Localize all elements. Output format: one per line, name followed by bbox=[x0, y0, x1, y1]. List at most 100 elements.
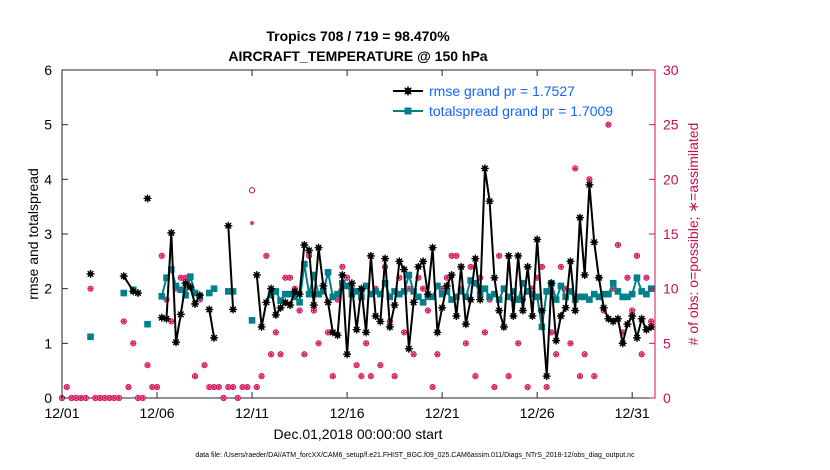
x-tick-label: 12/01 bbox=[44, 405, 79, 421]
totalspread-point bbox=[405, 271, 413, 279]
y2-tick-label: 30 bbox=[663, 62, 679, 78]
rmse-point bbox=[480, 164, 489, 173]
obs-assimilated-marker bbox=[240, 384, 245, 390]
obs-assimilated-marker bbox=[249, 220, 255, 226]
rmse-point bbox=[613, 314, 622, 323]
totalspread-point bbox=[514, 296, 522, 303]
obs-assimilated-marker bbox=[625, 275, 630, 281]
obs-possible-marker bbox=[424, 307, 431, 314]
totalspread-point bbox=[386, 293, 394, 301]
obs-assimilated-marker bbox=[587, 176, 592, 182]
rmse-point bbox=[461, 320, 470, 329]
obs-possible-marker bbox=[158, 252, 165, 259]
obs-possible-marker bbox=[467, 263, 474, 270]
rmse-point bbox=[632, 333, 641, 342]
rmse-point bbox=[162, 314, 171, 323]
obs-possible-marker bbox=[614, 241, 622, 249]
legend-box bbox=[388, 81, 650, 121]
obs-assimilated-marker bbox=[121, 319, 127, 324]
obs-assimilated-marker bbox=[634, 253, 640, 259]
totalspread-point bbox=[362, 282, 370, 290]
rmse-point bbox=[404, 344, 413, 353]
rmse-point bbox=[333, 331, 342, 340]
rmse-point bbox=[181, 279, 190, 288]
totalspread-point bbox=[576, 293, 584, 301]
totalspread-point bbox=[524, 288, 531, 295]
rmse-point bbox=[205, 305, 214, 314]
totalspread-point bbox=[410, 288, 417, 295]
obs-assimilated-marker bbox=[107, 395, 112, 401]
obs-assimilated-marker bbox=[282, 275, 288, 281]
legend: rmse grand pr = 1.7527 totalspread grand… bbox=[388, 81, 650, 121]
x-tick-label: 12/26 bbox=[520, 405, 555, 421]
obs-possible-marker bbox=[429, 383, 436, 391]
obs-possible-marker bbox=[434, 351, 441, 358]
rmse-point bbox=[276, 303, 285, 312]
rmse-point bbox=[433, 328, 442, 337]
obs-assimilated-marker bbox=[363, 340, 369, 346]
obs-possible-marker bbox=[605, 121, 612, 128]
obs-possible-marker bbox=[130, 340, 137, 347]
totalspread-point bbox=[438, 290, 446, 298]
obs-assimilated-marker bbox=[178, 275, 184, 281]
obs-assimilated-marker bbox=[339, 264, 345, 270]
rmse-point bbox=[390, 301, 399, 310]
data-file-footer: data file: /Users/raeder/DAI/ATM_forcXX/… bbox=[195, 452, 635, 459]
totalspread-point bbox=[381, 279, 389, 287]
obs-possible-marker bbox=[391, 373, 398, 380]
totalspread-point bbox=[533, 293, 541, 301]
obs-assimilated-marker bbox=[411, 351, 417, 357]
totalspread-point bbox=[453, 293, 460, 301]
rmse-point bbox=[414, 262, 423, 271]
rmse-point bbox=[143, 194, 152, 203]
rmse-point bbox=[366, 251, 375, 260]
rmse-point bbox=[561, 303, 570, 312]
obs-assimilated-marker bbox=[463, 340, 469, 346]
totalspread-point bbox=[210, 285, 218, 292]
totalspread-point bbox=[633, 274, 641, 282]
obs-possible-marker bbox=[329, 373, 336, 380]
legend-spread-label: totalspread grand pr = 1.7009 bbox=[429, 103, 613, 119]
rmse-point bbox=[352, 325, 361, 334]
obs-assimilated-marker bbox=[344, 275, 350, 281]
rmse-point bbox=[447, 271, 456, 279]
totalspread-point bbox=[581, 293, 588, 301]
obs-assimilated-marker bbox=[544, 384, 550, 390]
totalspread-point bbox=[182, 291, 189, 299]
rmse-point bbox=[442, 281, 451, 290]
obs-assimilated-marker bbox=[149, 384, 155, 390]
y2-tick-label: 10 bbox=[663, 281, 679, 297]
totalspread-point bbox=[177, 286, 185, 294]
obs-assimilated-marker bbox=[211, 384, 217, 390]
obs-assimilated-marker bbox=[145, 362, 150, 368]
obs-assimilated-marker bbox=[434, 351, 440, 357]
totalspread-point bbox=[305, 290, 313, 298]
totalspread-point bbox=[495, 296, 503, 303]
rmse-point bbox=[134, 289, 143, 298]
rmse-point bbox=[229, 305, 238, 314]
obs-assimilated-marker bbox=[468, 264, 474, 270]
totalspread-point bbox=[87, 333, 94, 341]
obs-possible-marker bbox=[576, 373, 584, 380]
obs-possible-marker bbox=[624, 274, 631, 281]
obs-assimilated-marker bbox=[102, 395, 108, 401]
obs-possible-marker bbox=[367, 373, 374, 380]
totalspread-point bbox=[310, 271, 318, 279]
rmse-point bbox=[357, 284, 366, 293]
obs-assimilated-marker bbox=[568, 340, 573, 346]
totalspread-point bbox=[144, 320, 151, 328]
rmse-point bbox=[466, 295, 475, 304]
rmse-point bbox=[191, 299, 200, 308]
totalspread-point bbox=[205, 289, 213, 297]
rmse-point bbox=[210, 333, 219, 342]
rmse-point bbox=[580, 271, 589, 279]
totalspread-point bbox=[291, 293, 299, 301]
obs-assimilated-marker bbox=[88, 286, 93, 292]
obs-assimilated-marker bbox=[83, 395, 89, 401]
totalspread-point bbox=[609, 279, 617, 287]
totalspread-point bbox=[510, 288, 517, 295]
obs-assimilated-marker bbox=[259, 373, 264, 379]
obs-assimilated-marker bbox=[577, 373, 583, 379]
obs-assimilated-marker bbox=[192, 373, 198, 379]
totalspread-point bbox=[324, 268, 332, 276]
